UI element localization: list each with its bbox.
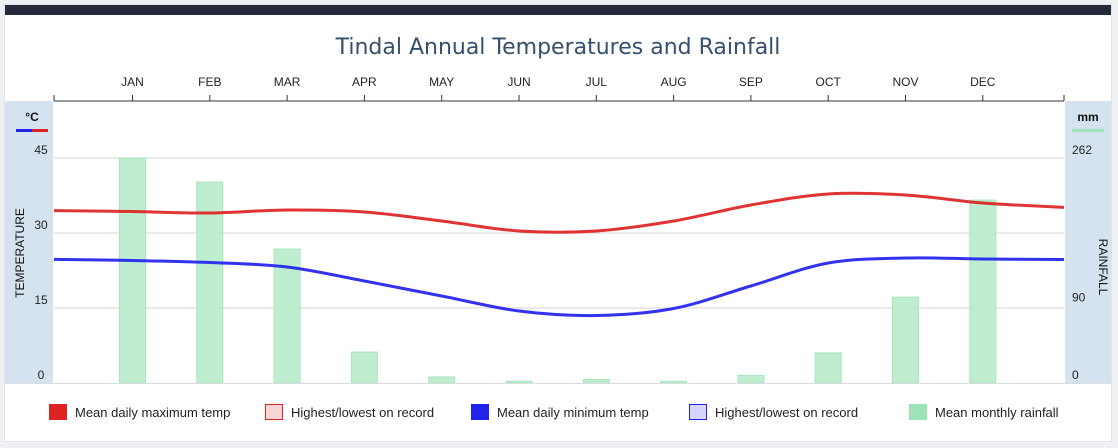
legend-swatch-max-record [265,404,283,420]
legend-label-min-temp: Mean daily minimum temp [497,404,649,420]
axis-labels: °C TEMPERATURE mm RAINFALL [13,110,1110,298]
y-right-tick-262: 262 [1072,143,1092,157]
min-temp-line [53,256,1065,318]
legend-swatch-min-temp [471,404,489,420]
legend-item-min-record: Highest/lowest on record [689,404,858,420]
y-right-tick-0: 0 [1072,368,1079,382]
chart-title: Tindal Annual Temperatures and Rainfall [335,35,781,60]
rainfall-bar-may [428,376,456,383]
y-left-tick-15: 15 [34,293,48,307]
x-tick-label-oct: OCT [816,75,842,89]
y-left-tick-30: 30 [34,218,48,232]
legend-item-max-temp: Mean daily maximum temp [49,404,230,420]
left-axis-panel [5,101,53,383]
chart-canvas: JAN FEB MAR APR MAY JUN JUL AUG SEP OCT NOV DEC 0 15 3… [5,75,1111,383]
chart-card: Tindal Annual Temperatures and Rainfall … [4,4,1112,442]
legend-item-max-record: Highest/lowest on record [265,404,434,420]
left-axis-unit: °C [25,110,39,124]
rainfall-bar-oct [814,352,842,383]
right-axis-panel [1065,101,1111,383]
y-left-tick-45: 45 [34,143,48,157]
legend-label-rainfall: Mean monthly rainfall [935,404,1059,420]
legend-item-rainfall: Mean monthly rainfall [909,404,1059,420]
x-tick-label-jul: JUL [586,75,608,89]
right-axis-title: RAINFALL [1096,239,1110,296]
legend-label-max-temp: Mean daily maximum temp [75,404,231,420]
y-right-tick-90: 90 [1072,291,1086,305]
rainfall-bar-dec [969,199,997,383]
x-tick-label-aug: AUG [661,75,687,89]
temperature-lines [53,191,1065,318]
rainfall-bar-mar [273,248,301,383]
rainfall-bar-sep [737,374,765,383]
x-tick-label-may: MAY [429,75,454,89]
left-unit-swatch-red [32,129,48,132]
legend-swatch-rainfall [909,404,927,420]
legend-item-min-temp: Mean daily minimum temp [471,404,649,420]
x-tick-label-mar: MAR [274,75,301,89]
legend-label-min-record: Highest/lowest on record [715,404,859,420]
legend-label-max-record: Highest/lowest on record [291,404,435,420]
rainfall-bars [119,157,997,383]
x-tick-label-jan: JAN [121,75,144,89]
x-tick-label-feb: FEB [198,75,221,89]
rainfall-bar-nov [892,296,919,383]
x-tick-label-sep: SEP [739,75,763,89]
right-axis-unit: mm [1077,110,1098,124]
legend-swatch-max-temp [49,404,67,420]
legend: Mean daily maximum temp Highest/lowest o… [5,383,1111,441]
rainfall-bar-feb [196,181,224,383]
rainfall-bar-jan [119,157,146,383]
right-unit-swatch-green [1072,129,1104,132]
top-bar [5,5,1111,15]
rainfall-bar-apr [350,351,378,383]
left-axis-title: TEMPERATURE [13,208,27,298]
left-unit-swatch-blue [16,129,32,132]
legend-swatch-min-record [689,404,707,420]
x-tick-label-dec: DEC [970,75,996,89]
x-tick-label-apr: APR [352,75,377,89]
x-tick-label-nov: NOV [892,75,918,89]
y-left-tick-0: 0 [38,368,45,382]
x-tick-label-jun: JUN [507,75,530,89]
max-temp-line [53,191,1065,234]
axis-ticks: JAN FEB MAR APR MAY JUN JUL AUG SEP OCT NOV DEC 0 15 3… [34,75,1092,382]
